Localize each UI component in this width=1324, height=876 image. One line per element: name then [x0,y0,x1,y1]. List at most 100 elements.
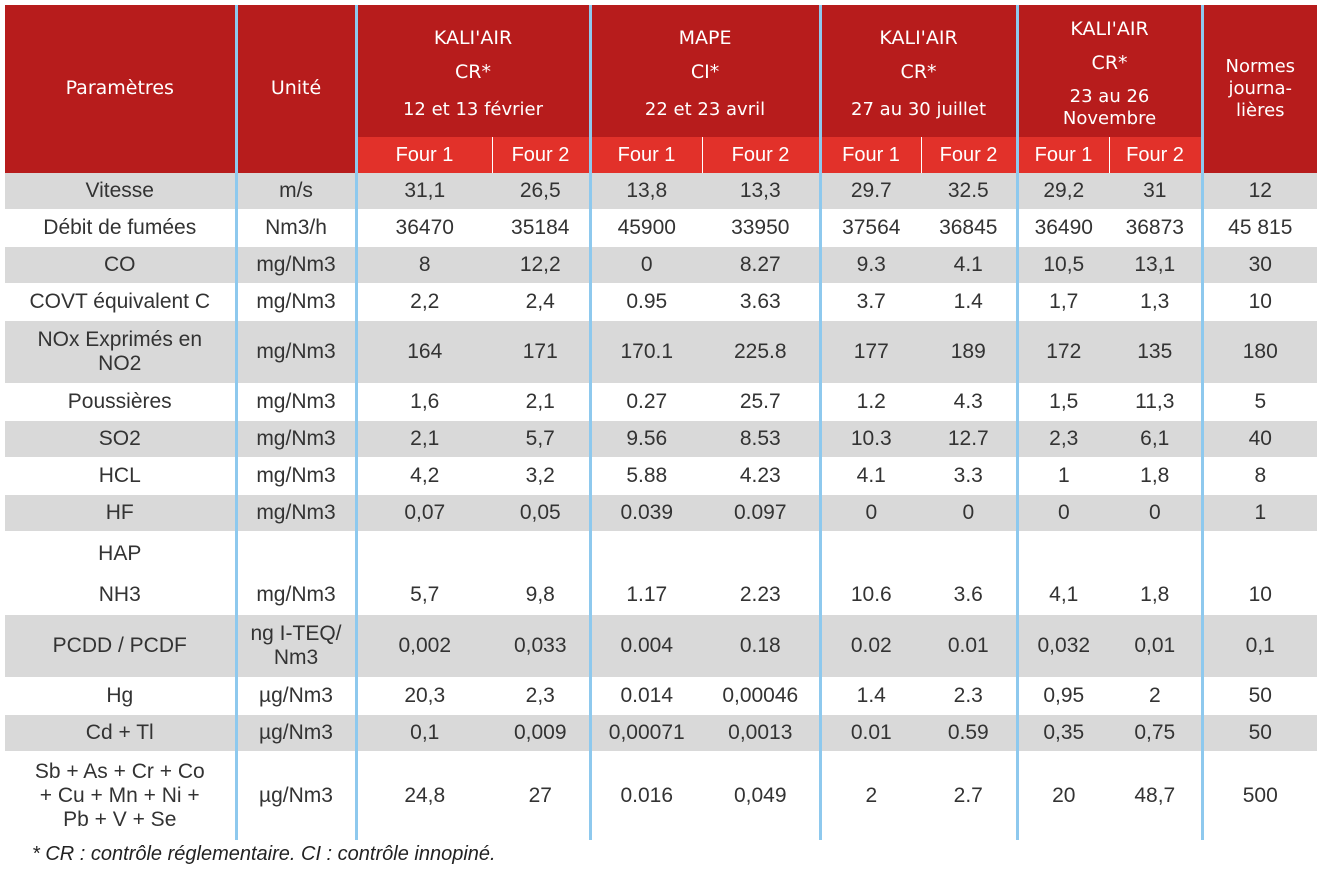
value-cell: 3.6 [921,576,1018,615]
unit-cell: mg/Nm3 [234,494,356,532]
value-cell: 1 [1015,457,1110,495]
campaign-2-date: 22 et 23 avril [644,99,766,120]
campaign-4-date-line1: 23 au 26 [1069,86,1150,107]
normes-line1: Normes [1225,56,1296,77]
unit-cell: mg/Nm3 [234,383,356,421]
value-cell: 1,5 [1015,383,1110,421]
value-cell: 0.01 [818,714,922,752]
value-cell: 172 [1015,320,1110,384]
value-cell: 0,0013 [702,714,821,752]
value-cell: 12.7 [921,420,1018,458]
value-cell: 0.014 [588,677,703,715]
value-cell: 45900 [588,209,703,247]
param-cell: Poussières [5,383,236,421]
footnote: * CR : contrôle réglementaire. CI : cont… [32,843,496,865]
value-cell: 29.7 [818,173,922,210]
value-cell: 0,05 [492,494,591,532]
value-cell: 0.18 [702,614,821,678]
unit-cell: Nm3/h [234,209,356,247]
value-cell: 4.23 [702,457,821,495]
value-cell: 0.004 [588,614,703,678]
campaign-3-date: 27 au 30 juillet [851,99,987,120]
norm-cell: 1 [1200,494,1318,532]
header-campaign-3: KALI'AIR CR* 27 au 30 juillet [818,5,1018,137]
value-cell: 4,2 [354,457,492,495]
value-cell: 2.7 [921,751,1018,840]
norm-cell: 12 [1200,173,1318,210]
value-cell: 2 [818,751,922,840]
value-cell: 10.3 [818,420,922,458]
value-cell: 3,2 [492,457,591,495]
value-cell: 29,2 [1015,173,1110,210]
header-normes: Normes journa- lières [1200,5,1318,173]
subheader-four1: Four 1 [1015,137,1110,173]
norm-cell [1200,531,1318,576]
value-cell: 225.8 [702,320,821,384]
campaign-4-date-line2: Novembre [1062,108,1157,129]
value-cell: 8.27 [702,246,821,284]
norm-cell: 180 [1200,320,1318,384]
value-cell [1109,531,1203,576]
table-row: NH3 mg/Nm3 5,7 9,8 1.17 2.23 10.6 3.6 4,1 1,8 10 [5,576,1318,615]
table-row: CO mg/Nm3 8 12,2 0 8.27 9.3 4.1 10,5 13,1 30 [5,246,1318,284]
value-cell: 0,1 [354,714,492,752]
value-cell: 10,5 [1015,246,1110,284]
value-cell: 0.01 [921,614,1018,678]
campaign-4-type: CR* [1091,52,1128,74]
value-cell: 1.2 [818,383,922,421]
value-cell: 1,6 [354,383,492,421]
value-cell: 20,3 [354,677,492,715]
value-cell: 31,1 [354,173,492,210]
unit-line: ng I-TEQ/ [250,622,342,645]
value-cell: 0.95 [588,283,703,321]
value-cell [1015,531,1110,576]
value-cell: 36873 [1109,209,1203,247]
unit-cell: µg/Nm3 [234,751,356,840]
value-cell [702,531,821,576]
subheader-four1: Four 1 [354,137,492,173]
norm-cell: 5 [1200,383,1318,421]
value-cell: 3.7 [818,283,922,321]
value-cell: 1,3 [1109,283,1203,321]
norm-cell: 10 [1200,283,1318,321]
value-cell: 13,1 [1109,246,1203,284]
param-cell: SO2 [5,420,236,458]
unit-cell: mg/Nm3 [234,246,356,284]
value-cell: 1,8 [1109,457,1203,495]
value-cell: 0 [1109,494,1203,532]
unit-cell [234,531,356,576]
param-cell: HF [5,494,236,532]
campaign-1-date: 12 et 13 février [402,99,544,120]
value-cell: 4,1 [1015,576,1110,615]
value-cell: 6,1 [1109,420,1203,458]
table-row: Débit de fumées Nm3/h 36470 35184 45900 33950… [5,209,1318,247]
value-cell [354,531,492,576]
value-cell: 37564 [818,209,922,247]
table-row: NOx Exprimés en NO2 mg/Nm3 164 171 170.1 225.8… [5,320,1318,384]
unit-cell: m/s [234,173,356,210]
unit-cell: mg/Nm3 [234,457,356,495]
table-row: SO2 mg/Nm3 2,1 5,7 9.56 8.53 10.3 12.7 2,3 6,1 40 [5,420,1318,458]
param-cell: PCDD / PCDF [5,614,236,678]
value-cell [492,531,591,576]
header-campaign-4: KALI'AIR CR* 23 au 26 Novembre [1015,5,1203,137]
table-row: Vitesse m/s 31,1 26,5 13,8 13,3 29.7 32.5 29,2 31… [5,173,1318,210]
unit-cell: mg/Nm3 [234,420,356,458]
table-row: Sb + As + Cr + Co + Cu + Mn + Ni + Pb + V … [5,751,1318,840]
value-cell: 13,8 [588,173,703,210]
header-unite: Unité [234,5,356,173]
unit-cell: ng I-TEQ/Nm3 [234,614,356,678]
value-cell: 11,3 [1109,383,1203,421]
value-cell [818,531,922,576]
param-cell: Débit de fumées [5,209,236,247]
value-cell: 0 [1015,494,1110,532]
param-cell: NOx Exprimés en NO2 [5,320,236,384]
normes-line2: journa- [1228,78,1292,99]
value-cell: 0,01 [1109,614,1203,678]
value-cell: 9.3 [818,246,922,284]
value-cell: 32.5 [921,173,1018,210]
param-cell: Vitesse [5,173,236,210]
table-row: Cd + Tl µg/Nm3 0,1 0,009 0,00071 0,0013 0.01 0.… [5,714,1318,752]
value-cell: 48,7 [1109,751,1203,840]
